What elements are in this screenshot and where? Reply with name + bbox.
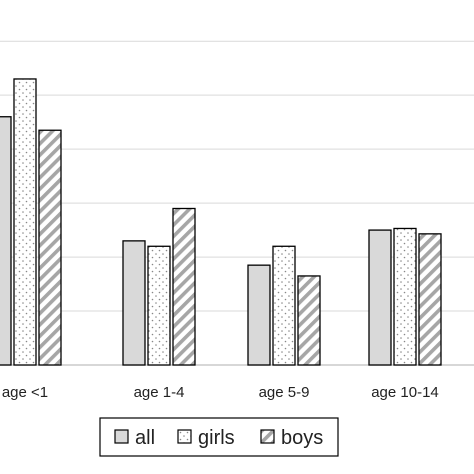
legend-label-boys: boys [281,427,323,449]
x-tick-labels: age <1 age 1-4 age 5-9 age 10-14 [2,384,439,401]
gridlines [0,40,474,366]
legend-swatch-boys [260,429,275,444]
x-tick-label: age 5-9 [259,384,310,401]
x-tick-label: age <1 [2,384,48,401]
legend-swatch-girls [177,429,192,444]
bar-boys-1 [172,207,196,366]
legend-frame [99,417,339,457]
legend: all girls boys [99,417,339,457]
bar-girls-0 [13,78,37,366]
x-tick-label: age 1-4 [134,384,185,401]
bar-all-2 [247,264,271,366]
legend-label-all: all [135,427,155,449]
bar-boys-3 [418,233,442,366]
legend-swatch-all [114,429,129,444]
legend-label-girls: girls [198,427,235,449]
bar-all-0 [0,116,12,366]
bar-all-3 [368,229,392,366]
bar-all-1 [122,240,146,366]
bar-girls-2 [272,245,296,366]
bar-girls-1 [147,245,171,366]
bars [0,78,442,366]
bar-boys-0 [38,129,62,366]
x-tick-label: age 10-14 [371,384,439,401]
bar-boys-2 [297,275,321,366]
bar-girls-3 [393,227,417,366]
